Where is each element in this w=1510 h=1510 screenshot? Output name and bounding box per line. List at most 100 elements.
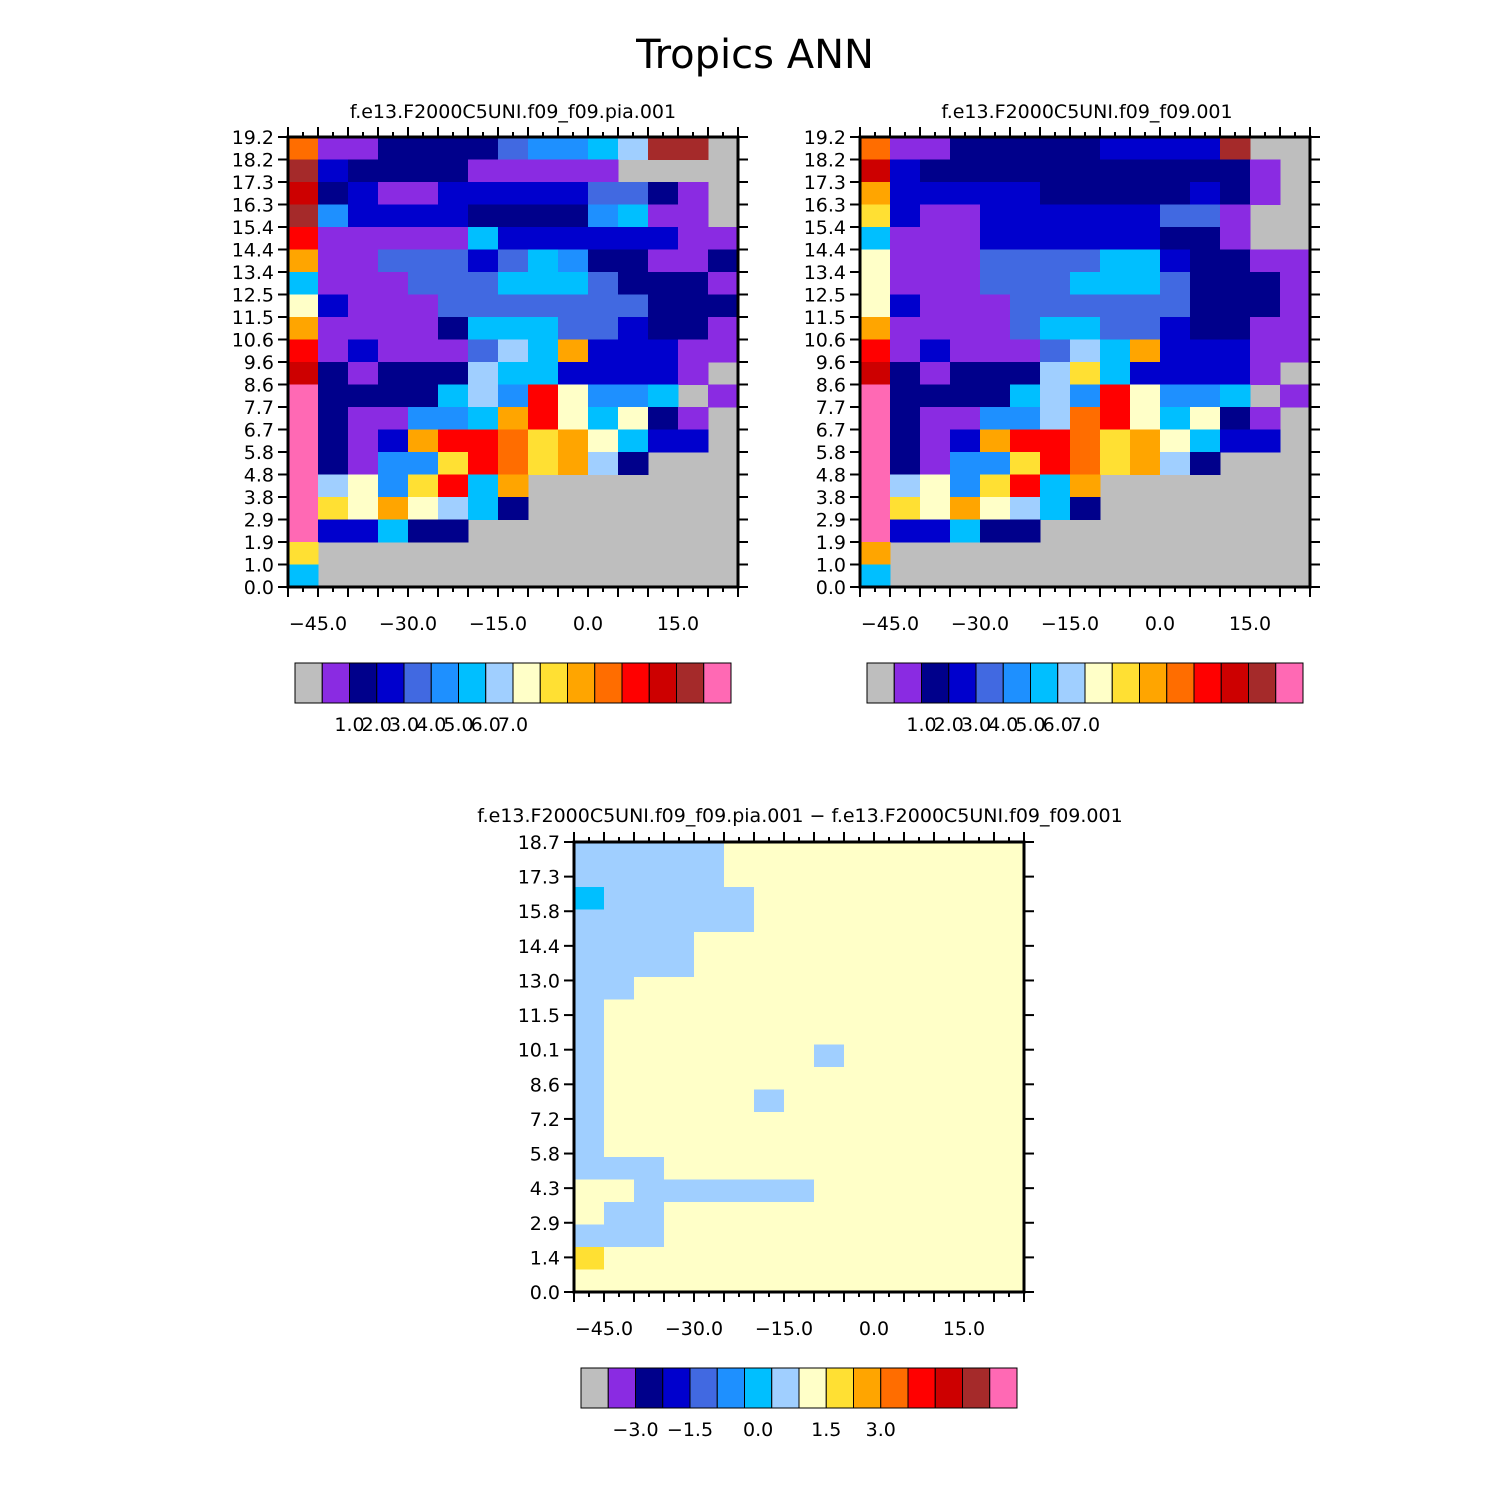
heatmap-cell [438, 362, 469, 385]
heatmap-cell [604, 999, 635, 1023]
heatmap-cell [844, 1134, 875, 1158]
heatmap-cell [348, 497, 379, 520]
heatmap-cell [814, 999, 845, 1023]
colorbar-label: 6.0 [1043, 714, 1073, 736]
heatmap-cell [378, 497, 409, 520]
heatmap-cell [950, 317, 981, 340]
panel-3-colorbar: −3.0 −1.5 0.0 1.5 3.0 [580, 1367, 1018, 1441]
heatmap-cell [528, 182, 559, 205]
heatmap-cell [708, 227, 738, 250]
heatmap-cell [438, 407, 469, 430]
x-tick-label: 0.0 [859, 1318, 889, 1340]
heatmap-cell [754, 842, 785, 865]
heatmap-cell [648, 384, 679, 408]
heatmap-cell [438, 204, 469, 228]
heatmap-cell [634, 909, 665, 933]
colorbar-box [744, 1367, 773, 1409]
heatmap-cell [604, 1044, 635, 1068]
heatmap-cell [288, 182, 319, 205]
heatmap-cell [694, 1224, 725, 1248]
heatmap-cell [1160, 384, 1191, 408]
heatmap-cell [588, 407, 619, 430]
heatmap-cell [964, 842, 995, 865]
heatmap-cell [664, 1022, 695, 1045]
heatmap-cell [528, 137, 559, 160]
y-tick-label: 18.2 [232, 150, 274, 172]
heatmap-cell [1250, 362, 1281, 385]
heatmap-cell [678, 249, 709, 273]
y-tick-label: 19.2 [804, 127, 846, 149]
heatmap-cell [634, 1247, 665, 1270]
heatmap-cell [1010, 407, 1041, 430]
heatmap-cell [678, 362, 709, 385]
heatmap-cell [1130, 137, 1161, 160]
colorbar-box [1030, 662, 1059, 704]
x-tick-label: 15.0 [1229, 613, 1271, 635]
y-tick-label: 6.7 [244, 420, 274, 442]
heatmap-cell [844, 1157, 875, 1180]
heatmap-cell [1220, 204, 1251, 228]
heatmap-cell [754, 1134, 785, 1158]
heatmap-cell [874, 1179, 905, 1203]
heatmap-cell [618, 317, 649, 340]
heatmap-cell [498, 137, 529, 160]
heatmap-cell [784, 954, 815, 978]
heatmap-cell [934, 909, 965, 933]
heatmap-cell [814, 1269, 845, 1293]
heatmap-cell [498, 362, 529, 385]
heatmap-cell [604, 1202, 635, 1225]
heatmap-cell [634, 1112, 665, 1135]
heatmap-cell [1220, 227, 1251, 250]
heatmap-cell [664, 932, 695, 955]
heatmap-cell [694, 999, 725, 1023]
heatmap-cell [964, 1269, 995, 1293]
heatmap-cell [348, 339, 379, 363]
heatmap-cell [1160, 272, 1191, 295]
heatmap-cell [378, 339, 409, 363]
heatmap-cell [980, 182, 1011, 205]
heatmap-cell [574, 1179, 605, 1203]
heatmap-cell [558, 429, 589, 453]
heatmap-cell [1190, 317, 1221, 340]
heatmap-cell [318, 317, 349, 340]
heatmap-cell [814, 1067, 845, 1090]
colorbar-box [975, 662, 1004, 704]
heatmap-cell [618, 362, 649, 385]
colorbar-box [580, 1367, 609, 1409]
heatmap-cell [408, 249, 439, 273]
heatmap-cell [664, 1112, 695, 1135]
heatmap-cell [860, 564, 891, 588]
heatmap-cell [980, 204, 1011, 228]
heatmap-cell [950, 429, 981, 453]
heatmap-cell [694, 1134, 725, 1158]
y-tick-label: 1.0 [244, 555, 274, 577]
heatmap-cell [318, 452, 349, 475]
heatmap-cell [1040, 294, 1071, 318]
heatmap-cell [288, 339, 319, 363]
heatmap-cell [1280, 339, 1310, 363]
heatmap-cell [648, 339, 679, 363]
heatmap-cell [408, 429, 439, 453]
heatmap-cell [604, 887, 635, 910]
heatmap-cell [874, 842, 905, 865]
heatmap-cell [904, 1202, 935, 1225]
heatmap-cell [1070, 362, 1101, 385]
heatmap-cell [288, 159, 319, 183]
heatmap-cell [844, 1112, 875, 1135]
heatmap-cell [1040, 452, 1071, 475]
heatmap-cell [890, 384, 921, 408]
heatmap-cell [634, 1202, 665, 1225]
heatmap-cell [724, 887, 755, 910]
heatmap-cell [378, 362, 409, 385]
colorbar-box [921, 662, 950, 704]
x-tick-label: −30.0 [951, 613, 1009, 635]
colorbar-box [1275, 662, 1304, 704]
heatmap-cell [904, 1067, 935, 1090]
heatmap-cell [724, 1067, 755, 1090]
colorbar-label: 5.0 [1015, 714, 1045, 736]
heatmap-cell [348, 182, 379, 205]
colorbar-box [349, 662, 378, 704]
heatmap-cell [468, 294, 499, 318]
heatmap-cell [920, 474, 951, 498]
